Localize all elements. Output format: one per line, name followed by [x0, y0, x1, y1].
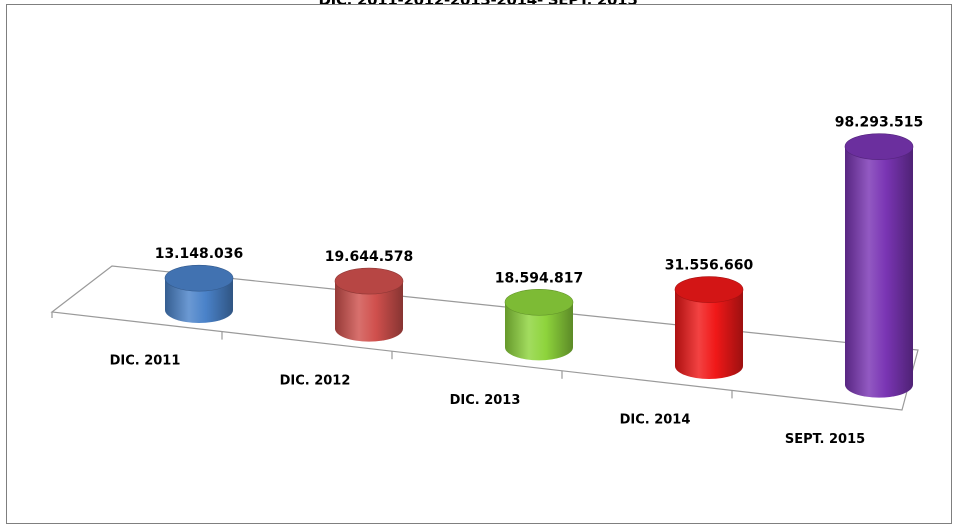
data-label: 31.556.660 — [665, 258, 754, 274]
category-label: DIC. 2011 — [110, 354, 181, 369]
data-label: 13.148.036 — [155, 246, 244, 262]
data-label: 18.594.817 — [495, 270, 584, 286]
bar-top — [164, 264, 234, 292]
data-label: 19.644.578 — [325, 249, 414, 265]
bar-dic-2013 — [504, 289, 574, 361]
bar-body — [675, 289, 743, 379]
bar-top — [504, 289, 574, 316]
category-label: DIC. 2014 — [620, 413, 691, 428]
bar-body — [845, 146, 913, 398]
bar-dic-2012 — [334, 267, 404, 342]
category-label: DIC. 2012 — [280, 373, 351, 388]
bar-sept-2015 — [844, 133, 914, 398]
category-label: DIC. 2013 — [450, 393, 521, 408]
bar-dic-2014 — [674, 276, 744, 379]
floor-plane — [50, 265, 919, 411]
category-ticks — [221, 331, 733, 399]
bar-body — [505, 302, 573, 361]
bar-top — [674, 276, 744, 303]
category-label: SEPT. 2015 — [785, 432, 865, 447]
chart-frame — [6, 4, 952, 524]
chart-floor — [50, 265, 919, 411]
bars — [164, 133, 914, 398]
bar-top — [844, 133, 914, 160]
bar-top — [334, 267, 404, 295]
chart-plot: 13.148.036 DIC. 2011 19.644.578 DIC. 2012 18… — [50, 115, 924, 447]
data-label: 98.293.515 — [835, 115, 924, 131]
bar-dic-2011 — [164, 264, 234, 324]
labels: 13.148.036 DIC. 2011 19.644.578 DIC. 2012 18… — [110, 115, 924, 447]
bar-body — [335, 281, 403, 342]
